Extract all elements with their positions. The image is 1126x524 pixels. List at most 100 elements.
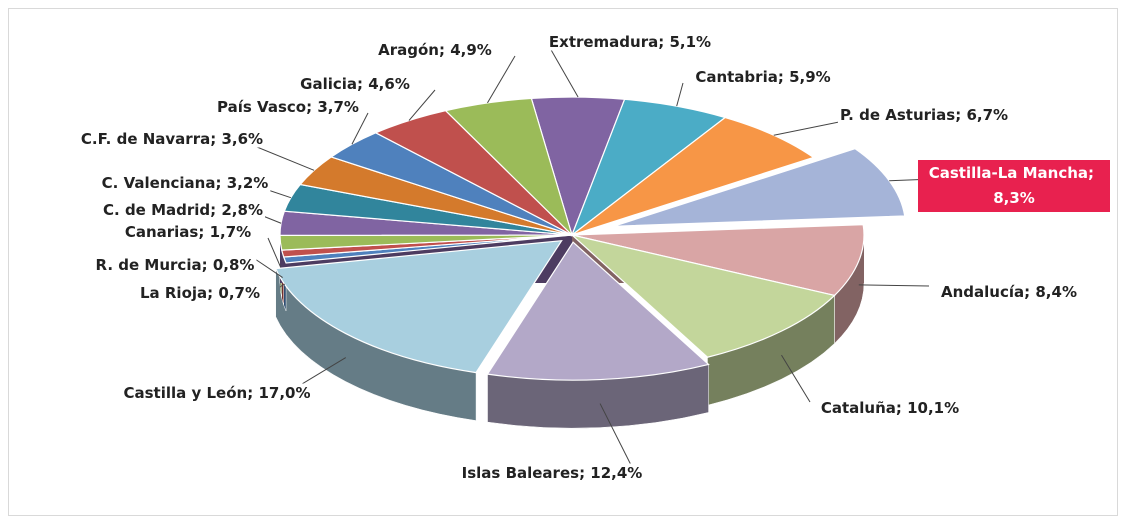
data-label: Castilla-La Mancha; 8,3% (929, 164, 1100, 207)
label-value: 8,4% (1035, 283, 1077, 301)
label-separator: ; (579, 464, 590, 482)
label-separator: ; (778, 68, 789, 86)
label-separator: ; (207, 284, 218, 302)
label-separator: ; (215, 174, 226, 192)
label-background (818, 398, 962, 417)
label-value: 5,1% (669, 33, 711, 51)
data-label: La Rioja; 0,7% (140, 284, 260, 302)
label-name: C.F. de Navarra (81, 130, 210, 148)
label-separator: ; (955, 106, 966, 124)
label-background (101, 200, 265, 219)
label-name: Cataluña (821, 399, 896, 417)
label-name: Andalucía (941, 283, 1024, 301)
data-label: Extremadura; 5,1% (549, 33, 711, 51)
label-name: P. de Asturias (840, 106, 955, 124)
label-name: Galicia (300, 75, 357, 93)
label-value: 0,8% (213, 256, 255, 274)
label-separator: ; (357, 75, 368, 93)
label-value: 1,7% (210, 223, 252, 241)
data-label: C. Valenciana; 3,2% (102, 174, 269, 192)
label-background (121, 383, 313, 402)
label-value: 8,3% (993, 189, 1035, 207)
leader-line (773, 120, 845, 136)
labels: Extremadura; 5,1% Cantabria; 5,9% P. de As… (78, 32, 1110, 482)
leader-line (296, 357, 347, 388)
label-value: 10,1% (907, 399, 959, 417)
data-label: Galicia; 4,6% (300, 75, 410, 93)
data-label: Cataluña; 10,1% (821, 399, 959, 417)
label-name: Cantabria (695, 68, 778, 86)
label-background (215, 97, 361, 116)
label-value: 2,8% (221, 201, 263, 219)
label-name: País Vasco (217, 98, 306, 116)
leader-line (487, 55, 516, 104)
pie-slice (569, 233, 836, 358)
label-separator: ; (247, 384, 258, 402)
leader-line (858, 284, 930, 287)
data-label: Andalucía; 8,4% (941, 283, 1077, 301)
label-value: 3,7% (317, 98, 359, 116)
data-label: R. de Murcia; 0,8% (96, 256, 255, 274)
data-label: P. de Asturias; 6,7% (840, 106, 1008, 124)
label-separator: ; (210, 201, 221, 219)
label-value: 12,4% (590, 464, 642, 482)
pie-slice (613, 148, 906, 227)
label-value: 3,2% (227, 174, 269, 192)
label-separator: ; (210, 130, 221, 148)
data-label: C.F. de Navarra; 3,6% (81, 130, 263, 148)
label-value: 4,9% (450, 41, 492, 59)
data-label: Castilla y León; 17,0% (124, 384, 311, 402)
pie-slice (444, 97, 573, 236)
leader-line (279, 283, 286, 288)
label-background (78, 129, 266, 148)
leader-line (676, 82, 684, 107)
data-label: Canarias; 1,7% (125, 223, 251, 241)
label-value: 4,6% (368, 75, 410, 93)
label-value: 17,0% (258, 384, 310, 402)
label-background (93, 255, 257, 274)
label-separator: ; (198, 223, 209, 241)
leader-line (599, 403, 633, 468)
label-background (459, 463, 645, 482)
label-value: 0,7% (218, 284, 260, 302)
data-label: Islas Baleares; 12,4% (462, 464, 643, 482)
label-background (546, 32, 714, 51)
leader-line (549, 47, 579, 98)
label-background (99, 173, 271, 192)
label-name: Castilla y León (124, 384, 248, 402)
leader-line (781, 354, 811, 403)
label-name: Canarias (125, 223, 199, 241)
label-background (298, 74, 412, 93)
label-name: C. Valenciana (102, 174, 216, 192)
label-separator: ; (896, 399, 907, 417)
leader-line (251, 144, 315, 171)
label-background (137, 283, 263, 302)
label-name: Castilla-La Mancha (929, 164, 1088, 182)
label-separator: ; (439, 41, 450, 59)
label-value: 6,7% (966, 106, 1008, 124)
label-separator: ; (1088, 164, 1099, 182)
label-name: Islas Baleares (462, 464, 579, 482)
label-background (122, 222, 254, 241)
pie-slice (571, 116, 815, 236)
label-separator: ; (306, 98, 317, 116)
label-separator: ; (1024, 283, 1035, 301)
pie-slice (571, 224, 865, 297)
data-label: País Vasco; 3,7% (217, 98, 359, 116)
leader-line (254, 258, 283, 278)
label-value: 5,9% (789, 68, 831, 86)
data-label: Aragón; 4,9% (378, 41, 492, 59)
label-background (939, 282, 1079, 301)
label-name: C. de Madrid (103, 201, 210, 219)
label-name: Aragón (378, 41, 439, 59)
label-name: R. de Murcia (96, 256, 202, 274)
label-separator: ; (658, 33, 669, 51)
label-highlight (918, 160, 1110, 212)
pie-slice (486, 241, 710, 381)
leader-line (408, 89, 436, 121)
leader-line (267, 237, 281, 267)
label-background (837, 105, 1011, 124)
label-separator: ; (202, 256, 213, 274)
leader-line (262, 215, 282, 224)
